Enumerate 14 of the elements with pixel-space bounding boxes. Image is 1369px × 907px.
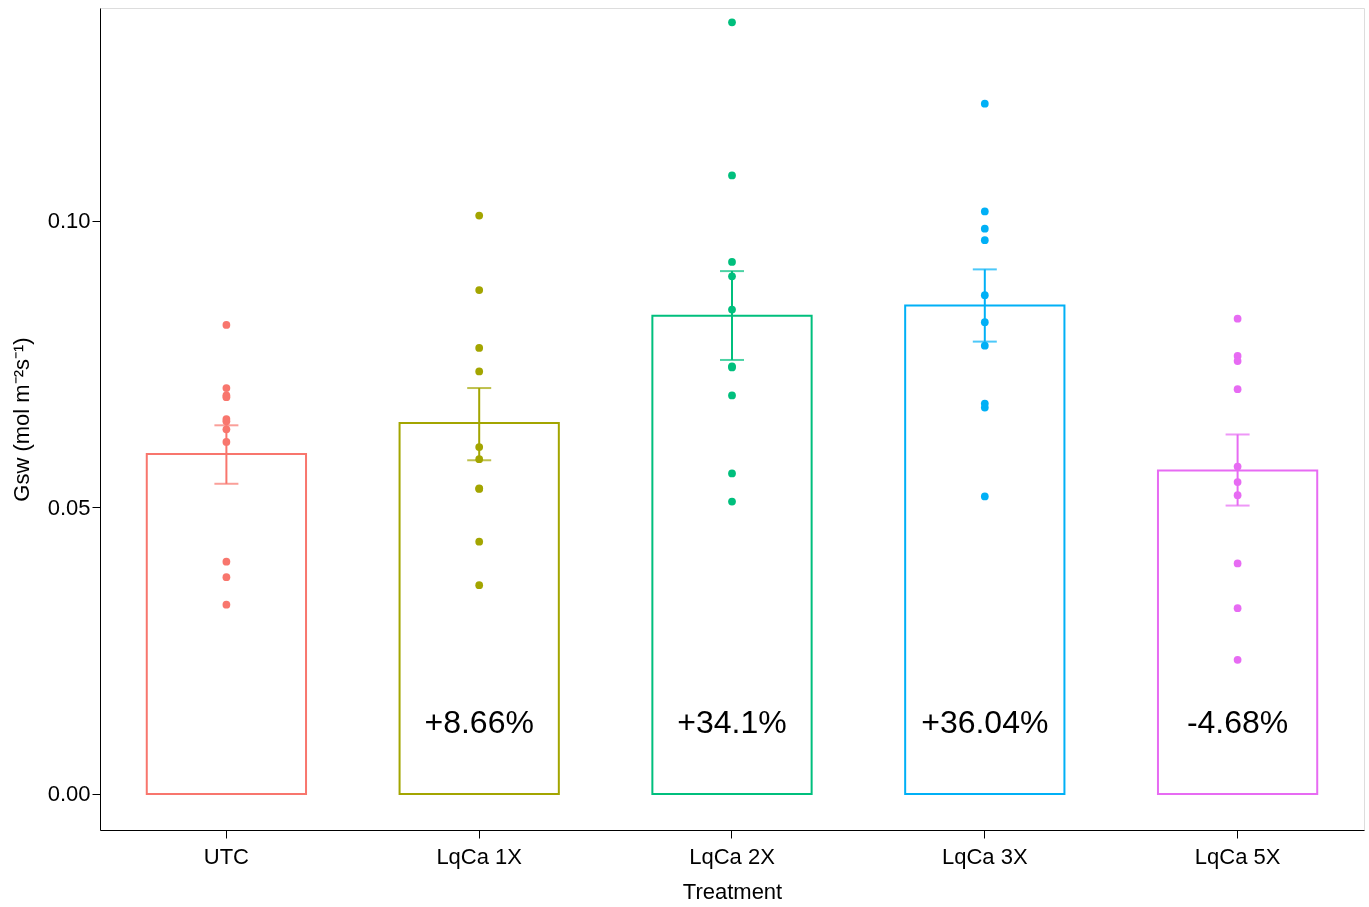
x-tick-label: LqCa 2X [689, 843, 776, 869]
x-tick-label: UTC [203, 843, 250, 869]
x-tick-label: LqCa 3X [941, 843, 1028, 869]
annotation: -4.68% [1186, 704, 1289, 741]
annotation: +36.04% [921, 704, 1049, 741]
y-axis-title: Gsw (mol m⁻²s⁻¹) [8, 337, 34, 502]
x-tick-label: LqCa 1X [436, 843, 523, 869]
x-tick-label: LqCa 5X [1194, 843, 1281, 869]
annotation: +8.66% [424, 704, 534, 741]
y-tick-label: 0.10 [47, 208, 91, 234]
y-tick-label: 0.00 [47, 781, 91, 807]
annotation: +34.1% [677, 704, 787, 741]
y-tick-label: 0.05 [47, 494, 91, 520]
x-axis-title: Treatment [682, 878, 783, 904]
